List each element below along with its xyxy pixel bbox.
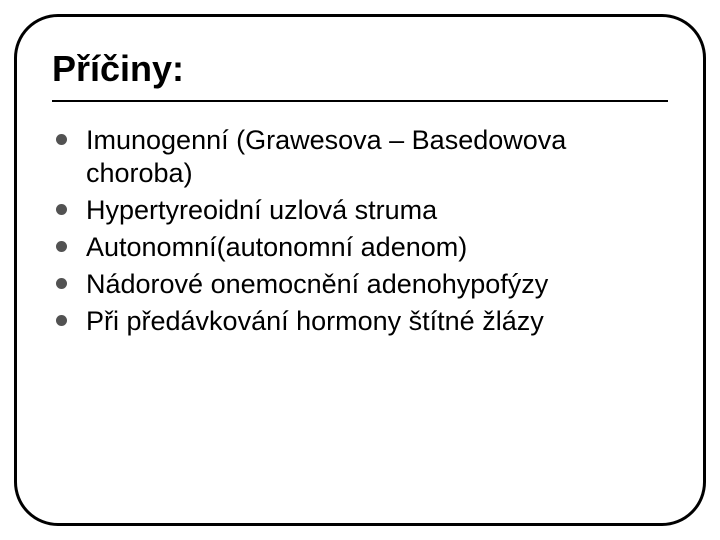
list-item: Nádorové onemocnění adenohypofýzy <box>52 268 668 301</box>
bullet-text: Hypertyreoidní uzlová struma <box>86 195 437 225</box>
bullet-text: Autonomní(autonomní adenom) <box>86 232 467 262</box>
slide-frame-container: Příčiny: Imunogenní (Grawesova – Basedow… <box>0 0 720 540</box>
list-item: Autonomní(autonomní adenom) <box>52 231 668 264</box>
bullet-text: Imunogenní (Grawesova – Basedowova choro… <box>86 125 566 188</box>
list-item: Při předávkování hormony štítné žlázy <box>52 305 668 338</box>
slide-title: Příčiny: <box>52 48 668 94</box>
list-item: Hypertyreoidní uzlová struma <box>52 194 668 227</box>
list-item: Imunogenní (Grawesova – Basedowova choro… <box>52 124 668 190</box>
title-underline <box>52 100 668 102</box>
slide-content: Příčiny: Imunogenní (Grawesova – Basedow… <box>52 48 668 492</box>
bullet-list: Imunogenní (Grawesova – Basedowova choro… <box>52 124 668 338</box>
bullet-text: Nádorové onemocnění adenohypofýzy <box>86 269 548 299</box>
bullet-text: Při předávkování hormony štítné žlázy <box>86 306 544 336</box>
